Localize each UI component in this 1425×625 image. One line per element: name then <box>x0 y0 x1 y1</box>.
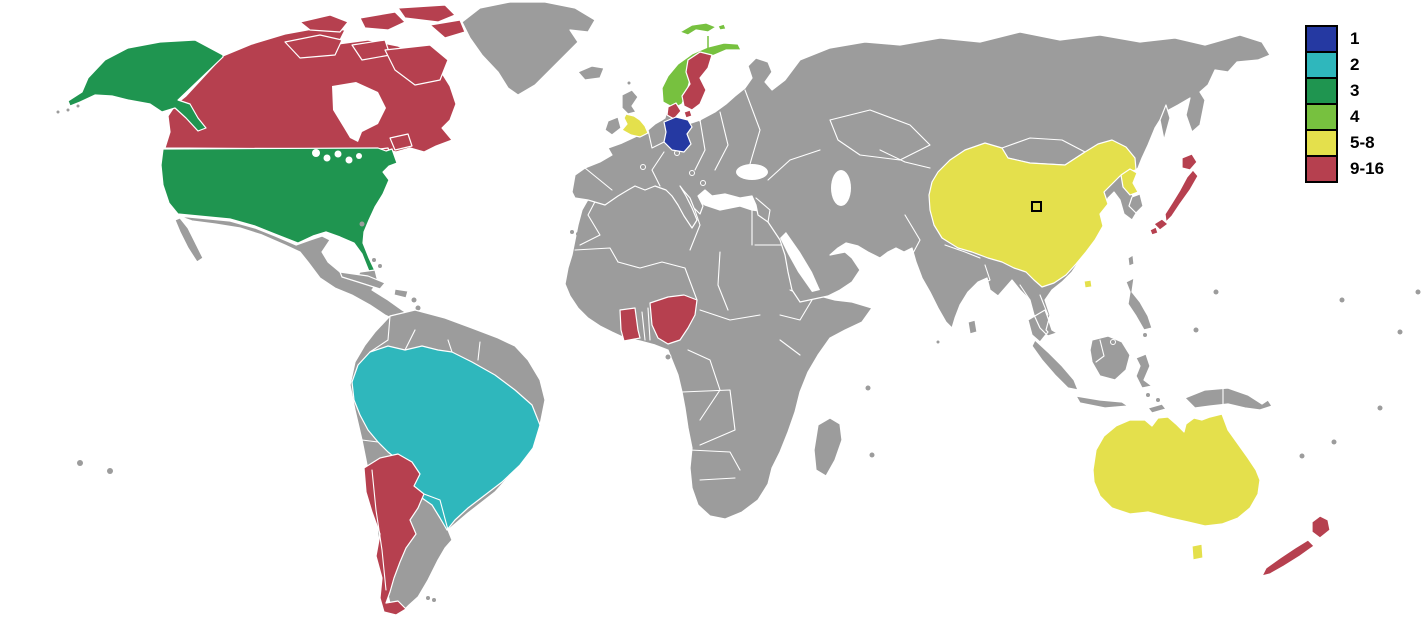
new-guinea <box>1184 387 1273 411</box>
country-australia <box>1092 413 1261 527</box>
borneo <box>1089 335 1131 381</box>
ireland <box>604 116 622 136</box>
country-argentina <box>363 453 425 616</box>
tasmania <box>1191 543 1204 561</box>
country-china <box>928 139 1137 288</box>
legend-row: 1 <box>1305 25 1384 53</box>
landmass-eurasia <box>571 31 1271 344</box>
legend: 1 2 3 4 5-8 9-16 <box>1305 25 1384 183</box>
country-united-states-alaska <box>67 39 224 132</box>
eurasia-base <box>571 31 1271 343</box>
scotland <box>621 89 639 115</box>
landmass-south-america <box>349 309 546 616</box>
host-marker <box>1031 201 1042 212</box>
hudson-bay <box>332 82 386 142</box>
microstate-marker <box>640 164 646 170</box>
madagascar <box>813 417 843 477</box>
great-lakes <box>312 149 320 157</box>
sulawesi <box>1135 353 1153 389</box>
legend-swatch-5-8 <box>1305 129 1338 157</box>
legend-label-2: 2 <box>1350 55 1360 74</box>
red-sea <box>780 232 820 292</box>
country-new-zealand <box>1311 515 1331 539</box>
legend-label-5-8: 5-8 <box>1350 133 1375 152</box>
legend-swatch-9-16 <box>1305 155 1338 183</box>
country-sweden <box>681 51 713 111</box>
country-north-korea <box>1120 168 1139 196</box>
black-sea <box>736 164 768 180</box>
country-brazil <box>351 345 541 531</box>
legend-swatch-4 <box>1305 103 1338 131</box>
country-germany <box>663 116 693 153</box>
country-england <box>621 113 649 138</box>
hainan <box>1083 279 1093 289</box>
sakhalin <box>1159 104 1171 141</box>
country-japan <box>1181 153 1198 171</box>
country-ghana <box>619 307 641 342</box>
legend-row: 3 <box>1305 77 1384 105</box>
sumatra <box>1031 339 1079 391</box>
legend-swatch-2 <box>1305 51 1338 79</box>
africa-borders <box>579 195 601 246</box>
legend-swatch-3 <box>1305 77 1338 105</box>
europe-borders <box>584 167 613 191</box>
legend-row: 5-8 <box>1305 129 1384 157</box>
asia-borders <box>829 109 931 161</box>
legend-row: 2 <box>1305 51 1384 79</box>
legend-label-1: 1 <box>1350 29 1360 48</box>
south-korea <box>1128 193 1144 214</box>
svalbard <box>679 22 717 36</box>
sri-lanka <box>967 319 978 335</box>
south-america-borders <box>369 315 391 353</box>
pacific-islands <box>77 289 1421 474</box>
timor <box>1147 403 1167 414</box>
country-denmark <box>666 102 682 120</box>
philippines <box>1125 277 1153 331</box>
country-canada <box>164 27 457 153</box>
legend-row: 4 <box>1305 103 1384 131</box>
legend-swatch-1 <box>1305 25 1338 53</box>
country-nigeria <box>649 294 698 345</box>
iceland <box>577 65 605 81</box>
landmass-southeast-asia <box>1031 277 1273 414</box>
baja-california <box>174 217 204 263</box>
java <box>1075 395 1129 409</box>
legend-label-9-16: 9-16 <box>1350 159 1385 178</box>
greenland <box>461 1 596 96</box>
caspian-sea <box>831 170 851 206</box>
persian-gulf <box>845 243 872 262</box>
cuba <box>339 271 386 290</box>
baltic-sea <box>690 84 718 122</box>
hispaniola <box>393 288 409 299</box>
legend-label-3: 3 <box>1350 81 1360 100</box>
legend-row: 9-16 <box>1305 155 1384 183</box>
legend-label-4: 4 <box>1350 107 1360 126</box>
taiwan <box>1127 254 1135 267</box>
